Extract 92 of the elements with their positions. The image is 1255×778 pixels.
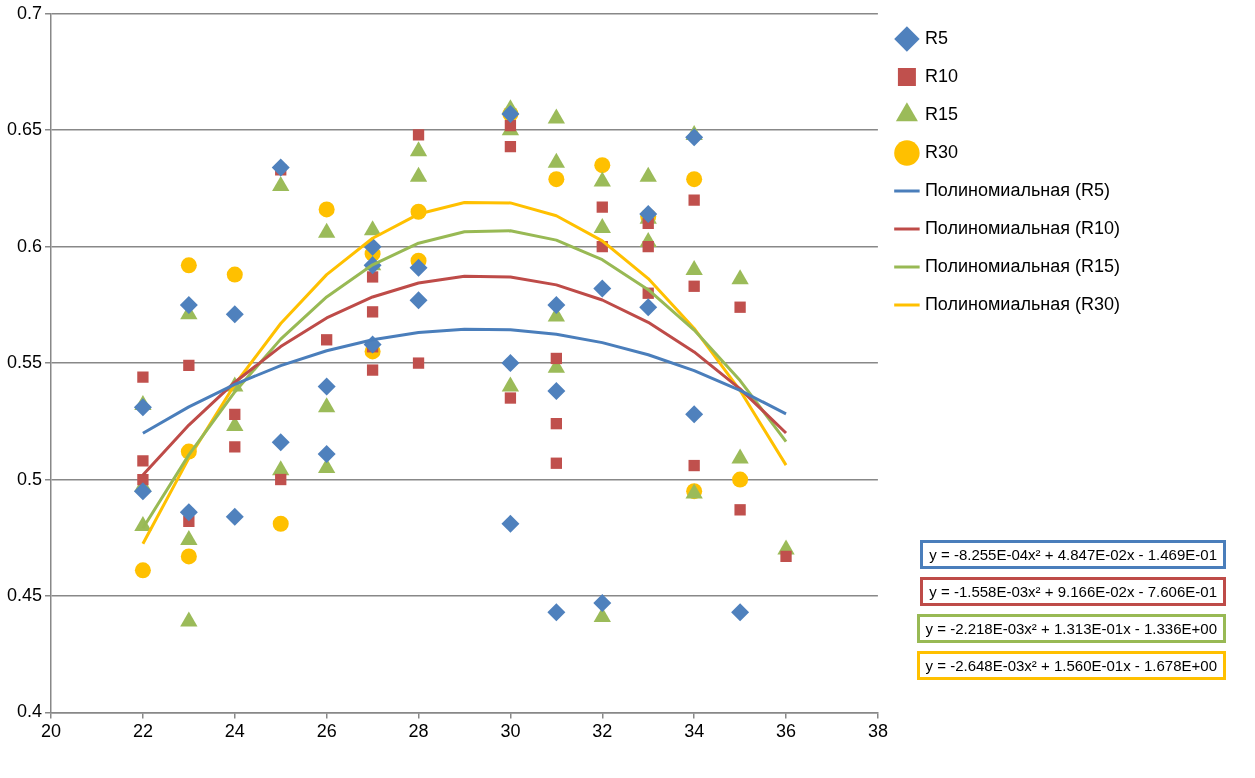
point xyxy=(501,354,520,373)
point xyxy=(685,405,704,424)
point xyxy=(409,258,428,277)
point xyxy=(409,141,428,157)
legend-label: Полиномиальная (R5) xyxy=(924,179,1110,200)
point xyxy=(366,271,379,283)
point xyxy=(271,158,290,177)
point xyxy=(550,457,562,469)
legend-label: Полиномиальная (R30) xyxy=(924,293,1120,314)
x-tick-label: 30 xyxy=(500,721,521,742)
point xyxy=(547,382,566,401)
y-tick-label: 0.45 xyxy=(6,584,43,605)
point xyxy=(179,295,198,314)
text: y = -2.218E-03x² + 1.313E-01x - 1.336E+00 xyxy=(916,614,1226,643)
point xyxy=(225,305,244,324)
y-tick-label: 0.55 xyxy=(6,352,43,373)
x-tick-label: 38 xyxy=(867,721,888,742)
point xyxy=(179,503,198,522)
point xyxy=(271,433,290,452)
legend-label: Полиномиальная (R10) xyxy=(924,217,1120,238)
legend-label: R5 xyxy=(924,27,948,48)
point xyxy=(732,471,749,488)
point xyxy=(183,359,195,372)
point xyxy=(225,507,244,526)
point xyxy=(780,550,792,563)
x-tick-label: 26 xyxy=(316,721,337,742)
point xyxy=(133,398,152,417)
point xyxy=(363,237,382,256)
x-tick-label: 20 xyxy=(41,721,62,742)
point xyxy=(229,408,241,420)
point xyxy=(547,603,566,622)
x-tick-label: 34 xyxy=(684,721,705,742)
point xyxy=(501,514,520,533)
point xyxy=(137,371,149,383)
point xyxy=(688,459,700,472)
point xyxy=(318,201,335,218)
point xyxy=(409,291,428,310)
x-tick-label: 36 xyxy=(776,721,797,742)
point xyxy=(685,128,704,147)
point xyxy=(134,562,151,579)
point xyxy=(688,280,700,292)
point xyxy=(180,548,197,565)
y-tick-label: 0.6 xyxy=(17,235,43,256)
y-tick-label: 0.5 xyxy=(17,468,43,489)
point xyxy=(596,201,608,213)
point xyxy=(550,417,562,430)
x-tick-label: 24 xyxy=(224,721,245,742)
legend-label: R30 xyxy=(924,141,958,162)
point xyxy=(504,140,517,153)
point xyxy=(550,352,562,365)
legend-label: Полиномиальная (R15) xyxy=(924,255,1120,276)
y-tick-label: 0.65 xyxy=(6,119,43,140)
point xyxy=(731,603,750,622)
legend-label: R10 xyxy=(924,65,958,86)
x-tick-label: 28 xyxy=(408,721,429,742)
point xyxy=(412,129,425,141)
x-tick-label: 22 xyxy=(132,721,153,742)
point xyxy=(547,295,566,314)
point xyxy=(317,444,336,463)
point xyxy=(321,334,333,346)
point xyxy=(133,482,152,501)
point xyxy=(639,298,658,317)
point xyxy=(366,306,379,318)
point xyxy=(272,515,289,532)
point xyxy=(226,266,243,283)
point xyxy=(412,357,425,369)
point xyxy=(137,473,149,486)
point xyxy=(229,441,241,453)
point xyxy=(734,301,746,313)
point xyxy=(180,257,197,274)
text: y = -2.648E-03x² + 1.560E-01x - 1.678E+00 xyxy=(916,651,1226,680)
text: y = -8.255E-04x² + 4.847E-02x - 1.469E-01 xyxy=(920,540,1226,569)
point xyxy=(688,194,700,206)
point xyxy=(272,176,290,192)
point xyxy=(734,504,746,516)
point xyxy=(317,377,336,396)
point xyxy=(642,241,654,253)
point xyxy=(594,157,611,174)
text: y = -1.558E-03x² + 9.166E-02x - 7.606E-01 xyxy=(920,577,1226,606)
point xyxy=(504,392,517,404)
y-tick-label: 0.7 xyxy=(17,2,43,23)
point xyxy=(275,473,287,486)
point xyxy=(366,364,379,376)
point xyxy=(548,171,565,188)
point xyxy=(593,279,612,298)
point xyxy=(593,218,611,234)
point xyxy=(686,171,703,188)
legend-label: R15 xyxy=(924,103,958,124)
y-tick-label: 0.4 xyxy=(17,701,43,722)
point xyxy=(593,593,612,612)
x-tick-label: 32 xyxy=(592,721,613,742)
point xyxy=(137,455,149,467)
